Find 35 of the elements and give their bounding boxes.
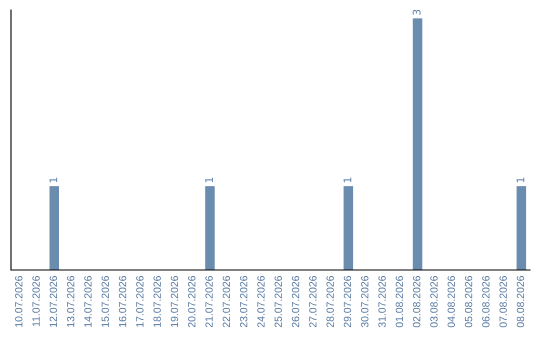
x-tick-label: 26.07.2026 [292,276,300,328]
x-tick-label: 18.07.2026 [153,276,161,327]
x-tick-label: 15.07.2026 [102,276,109,327]
x-tick-label: 05.08.2026 [464,276,472,328]
x-tick-label: 12.07.2026 [50,276,58,327]
x-tick-label: 11.07.2026 [32,276,40,326]
x-tick-label: 20.07.2026 [188,276,196,328]
x-tick-label: 25.07.2026 [274,276,282,328]
x-tick-label: 04.08.2026 [448,276,455,328]
data-label: 1 [344,178,352,182]
x-tick-label: 31.07.2026 [378,276,386,328]
x-tick-label: 19.07.2026 [170,276,178,327]
x-tick-label: 03.08.2026 [430,276,438,328]
data-label: 1 [516,178,524,182]
x-tick-label: 23.07.2026 [240,276,248,328]
x-tick-label: 14.07.2026 [84,276,92,327]
x-tick-label: 06.08.2026 [482,276,490,328]
x-tick-label: 24.07.2026 [257,276,265,328]
x-tick-label: 02.08.2026 [412,276,420,328]
x-tick-label: 29.07.2026 [344,276,352,328]
x-tick-label: 22.07.2026 [222,276,230,328]
x-tick-label: 01.08.2026 [396,276,404,328]
x-tick-label: 28.07.2026 [326,276,334,328]
data-label: 1 [50,178,58,182]
data-label: 3 [412,10,421,15]
x-tick-label: 27.07.2026 [309,276,317,328]
x-tick-label: 08.08.2026 [516,276,524,328]
data-label: 1 [205,178,213,182]
x-tick-label: 10.07.2026 [15,276,22,327]
x-tick-label: 07.08.2026 [499,276,507,328]
x-tick-label: 21.07.2026 [205,276,213,328]
x-tick-label: 16.07.2026 [118,276,126,327]
x-tick-label: 13.07.2026 [66,276,74,327]
x-tick-label: 17.07.2026 [136,276,144,327]
x-tick-label: 30.07.2026 [361,276,368,328]
